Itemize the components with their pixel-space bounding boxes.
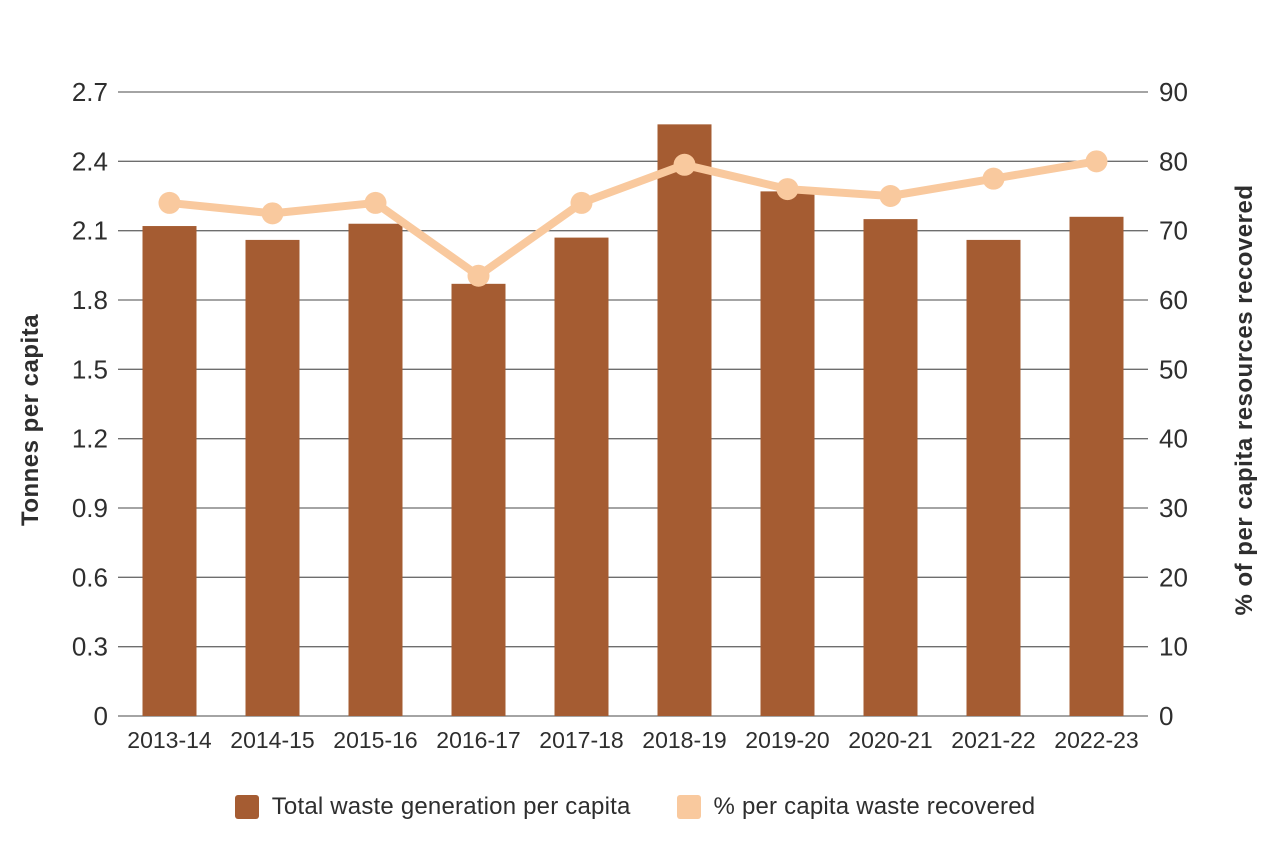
bar: [245, 239, 300, 716]
right-axis-tick-label: 0: [1159, 701, 1173, 731]
right-axis-tick-label: 10: [1159, 632, 1188, 662]
x-axis-category-label: 2020-21: [848, 727, 932, 753]
left-axis-tick-label: 0.3: [72, 632, 108, 662]
bar-series-swatch: [234, 795, 259, 819]
right-axis-tick-label: 50: [1159, 354, 1188, 384]
x-axis-category-label: 2019-20: [745, 727, 829, 753]
bar: [142, 226, 197, 717]
line-series-path: [165, 157, 1101, 280]
right-axis-tick-label: 70: [1159, 216, 1188, 246]
left-axis-tick-label: 0.6: [72, 562, 108, 592]
line-data-point: [982, 167, 1005, 190]
x-axis-category-label: 2013-14: [127, 727, 212, 753]
line-data-point: [364, 191, 387, 214]
right-axis-tick-label: 30: [1159, 493, 1188, 523]
x-axis-category-label: 2022-23: [1054, 727, 1138, 753]
line-data-point: [158, 191, 181, 214]
right-axis-tick-label: 20: [1159, 562, 1188, 592]
x-axis-category-label: 2018-19: [642, 727, 726, 753]
bar: [760, 191, 815, 716]
bar: [451, 283, 506, 716]
bar-series-legend-label: Total waste generation per capita: [271, 793, 631, 820]
right-axis-tick-label: 90: [1159, 77, 1188, 107]
x-axis-category-label: 2017-18: [539, 727, 623, 753]
bar: [863, 219, 918, 716]
line-data-point: [1085, 150, 1108, 173]
left-axis-tick-label: 1.2: [72, 424, 108, 454]
x-axis-category-label: 2015-16: [333, 727, 417, 753]
left-axis-title: Tonnes per capita: [17, 313, 44, 527]
bar: [348, 223, 403, 716]
line-data-point: [261, 202, 284, 225]
bar: [554, 237, 609, 716]
left-axis-tick-label: 2.4: [72, 146, 108, 176]
line-data-point: [673, 153, 696, 176]
line-series-legend-label: % per capita waste recovered: [713, 793, 1036, 820]
x-axis-category-label: 2021-22: [951, 727, 1035, 753]
bar: [1069, 216, 1124, 717]
bar: [657, 124, 712, 717]
right-axis-title: % of per capita resources recovered: [1231, 184, 1258, 616]
right-axis-tick-label: 40: [1159, 424, 1188, 454]
legend-item-bar-series: Total waste generation per capita: [234, 793, 631, 821]
left-axis-tick-label: 2.7: [72, 77, 108, 107]
line-data-point: [879, 185, 902, 207]
line-series-swatch: [676, 795, 701, 819]
line-data-point: [467, 264, 490, 287]
left-axis-tick-label: 1.5: [72, 354, 108, 384]
left-axis-tick-label: 0.9: [72, 493, 108, 523]
bar: [966, 239, 1021, 716]
left-axis-tick-label: 0: [94, 701, 108, 731]
x-axis-category-label: 2014-15: [230, 727, 314, 753]
right-axis-tick-label: 80: [1159, 146, 1188, 176]
line-data-point: [776, 178, 799, 201]
left-axis-tick-label: 1.8: [72, 285, 108, 315]
line-data-point: [570, 191, 593, 214]
x-axis-category-label: 2016-17: [436, 727, 520, 753]
left-axis-tick-label: 2.1: [72, 216, 108, 246]
right-axis-tick-label: 60: [1159, 285, 1188, 315]
legend: Total waste generation per capita % per …: [0, 793, 1270, 821]
legend-item-line-series: % per capita waste recovered: [676, 793, 1036, 821]
